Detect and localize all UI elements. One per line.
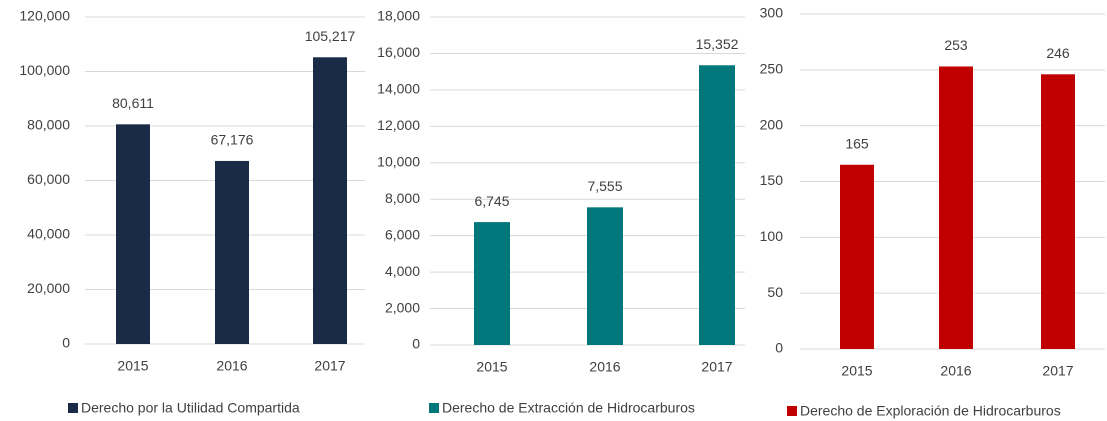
y-tick-label: 10,000: [377, 153, 420, 169]
y-tick-label: 14,000: [377, 81, 420, 97]
y-tick-label: 250: [760, 61, 784, 77]
x-tick-label: 2015: [476, 359, 507, 375]
bar: [939, 66, 973, 349]
bar: [1041, 74, 1075, 350]
legend-label: Derecho de Extracción de Hidrocarburos: [442, 400, 695, 416]
y-tick-label: 120,000: [19, 8, 70, 24]
bar: [840, 164, 874, 349]
data-label: 165: [845, 135, 869, 151]
data-label: 246: [1046, 45, 1070, 61]
y-tick-label: 150: [760, 172, 784, 188]
y-tick-label: 300: [760, 5, 784, 21]
bar: [116, 124, 150, 344]
y-tick-label: 200: [760, 116, 784, 132]
x-tick-label: 2016: [216, 358, 247, 374]
bar: [313, 57, 347, 344]
data-label: 15,352: [696, 36, 739, 52]
y-tick-label: 40,000: [27, 226, 70, 242]
bar: [587, 207, 623, 345]
y-tick-label: 0: [412, 336, 420, 352]
data-label: 105,217: [305, 28, 356, 44]
y-tick-label: 16,000: [377, 44, 420, 60]
x-tick-label: 2017: [701, 359, 732, 375]
legend-label: Derecho de Exploración de Hidrocarburos: [800, 403, 1061, 419]
y-tick-label: 12,000: [377, 117, 420, 133]
y-tick-label: 60,000: [27, 171, 70, 187]
legend-swatch: [68, 403, 78, 413]
y-tick-label: 4,000: [385, 263, 420, 279]
y-tick-label: 8,000: [385, 190, 420, 206]
legend-label: Derecho por la Utilidad Compartida: [81, 400, 300, 416]
legend-swatch: [429, 403, 439, 413]
y-tick-label: 50: [767, 284, 783, 300]
x-tick-label: 2017: [314, 358, 345, 374]
bar: [215, 160, 249, 344]
y-tick-label: 20,000: [27, 280, 70, 296]
y-tick-label: 0: [62, 335, 70, 351]
data-label: 67,176: [211, 132, 254, 148]
y-tick-label: 18,000: [377, 8, 420, 24]
x-tick-label: 2016: [589, 359, 620, 375]
bar: [699, 65, 735, 345]
data-label: 80,611: [112, 95, 154, 111]
bar: [474, 222, 510, 345]
y-tick-label: 6,000: [385, 226, 420, 242]
x-tick-label: 2015: [841, 363, 872, 379]
legend-swatch: [787, 406, 797, 416]
y-tick-label: 80,000: [27, 117, 70, 133]
y-tick-label: 0: [775, 340, 783, 356]
data-label: 6,745: [474, 193, 509, 209]
x-tick-label: 2017: [1042, 363, 1073, 379]
data-label: 253: [944, 37, 968, 53]
x-tick-label: 2015: [117, 358, 148, 374]
y-tick-label: 2,000: [385, 299, 420, 315]
y-tick-label: 100: [760, 228, 784, 244]
x-tick-label: 2016: [940, 363, 971, 379]
y-tick-label: 100,000: [19, 62, 70, 78]
data-label: 7,555: [587, 178, 622, 194]
